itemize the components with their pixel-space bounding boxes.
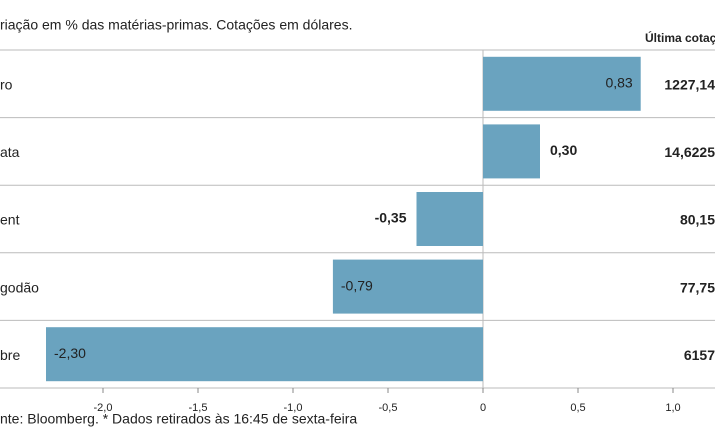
last-quote: 77,75 (680, 279, 715, 295)
x-tick-label: -1,0 (284, 402, 303, 414)
x-tick-label: -0,5 (379, 402, 398, 414)
x-tick-label: 0,5 (570, 402, 585, 414)
value-label: 0,30 (550, 142, 577, 158)
category-label: bre (0, 347, 20, 363)
last-quote: 1227,14 (664, 77, 715, 93)
category-label: godão (0, 279, 39, 295)
column-header: Última cotaç (645, 30, 715, 45)
value-label: -2,30 (54, 345, 86, 361)
category-label: ent (0, 212, 20, 228)
source-note: nte: Bloomberg. * Dados retirados às 16:… (0, 411, 357, 427)
bar (46, 327, 483, 382)
value-label: -0,35 (375, 210, 407, 226)
x-tick-label: -2,0 (94, 402, 113, 414)
bar (332, 259, 483, 314)
bar (483, 56, 641, 111)
value-label: 0,83 (605, 75, 632, 91)
bar (483, 124, 540, 179)
chart-subtitle: riação em % das matérias-primas. Cotaçõe… (0, 17, 352, 33)
x-tick-label: 1,0 (665, 402, 680, 414)
x-tick-label: 0 (480, 402, 486, 414)
x-tick-label: -1,5 (189, 402, 208, 414)
last-quote: 6157 (684, 347, 715, 363)
last-quote: 14,6225 (664, 144, 715, 160)
value-label: -0,79 (341, 277, 373, 293)
category-label: ro (0, 77, 13, 93)
category-label: ata (0, 144, 20, 160)
last-quote: 80,15 (680, 212, 715, 228)
bar (416, 192, 483, 246)
